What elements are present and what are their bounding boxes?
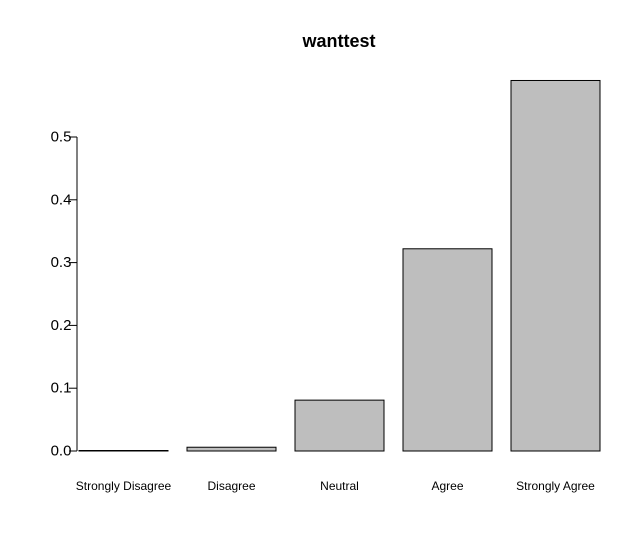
- bar-strongly-agree: [510, 79, 601, 452]
- x-tick-label: Neutral: [320, 479, 359, 493]
- bars-group: [78, 79, 601, 452]
- y-tick-label: 0.0: [51, 443, 72, 460]
- bar-neutral: [294, 399, 385, 452]
- x-tick-label: Disagree: [207, 479, 255, 493]
- x-tick-label: Strongly Agree: [516, 479, 595, 493]
- y-tick-label: 0.2: [51, 317, 72, 334]
- y-tick-label: 0.3: [51, 254, 72, 271]
- bar-strongly-disagree: [78, 450, 169, 452]
- y-tick-label: 0.5: [51, 129, 72, 146]
- y-tick-label: 0.4: [51, 191, 72, 208]
- y-tick-label: 0.1: [51, 380, 72, 397]
- y-axis: 0.0 0.1 0.2 0.3 0.4 0.5: [51, 129, 78, 460]
- bar-agree: [402, 248, 493, 452]
- chart-title: wanttest: [301, 31, 375, 51]
- x-tick-label: Strongly Disagree: [76, 479, 172, 493]
- x-tick-label: Agree: [431, 479, 463, 493]
- bar-disagree: [186, 446, 277, 452]
- x-tick-labels: Strongly Disagree Disagree Neutral Agree Str…: [76, 479, 595, 493]
